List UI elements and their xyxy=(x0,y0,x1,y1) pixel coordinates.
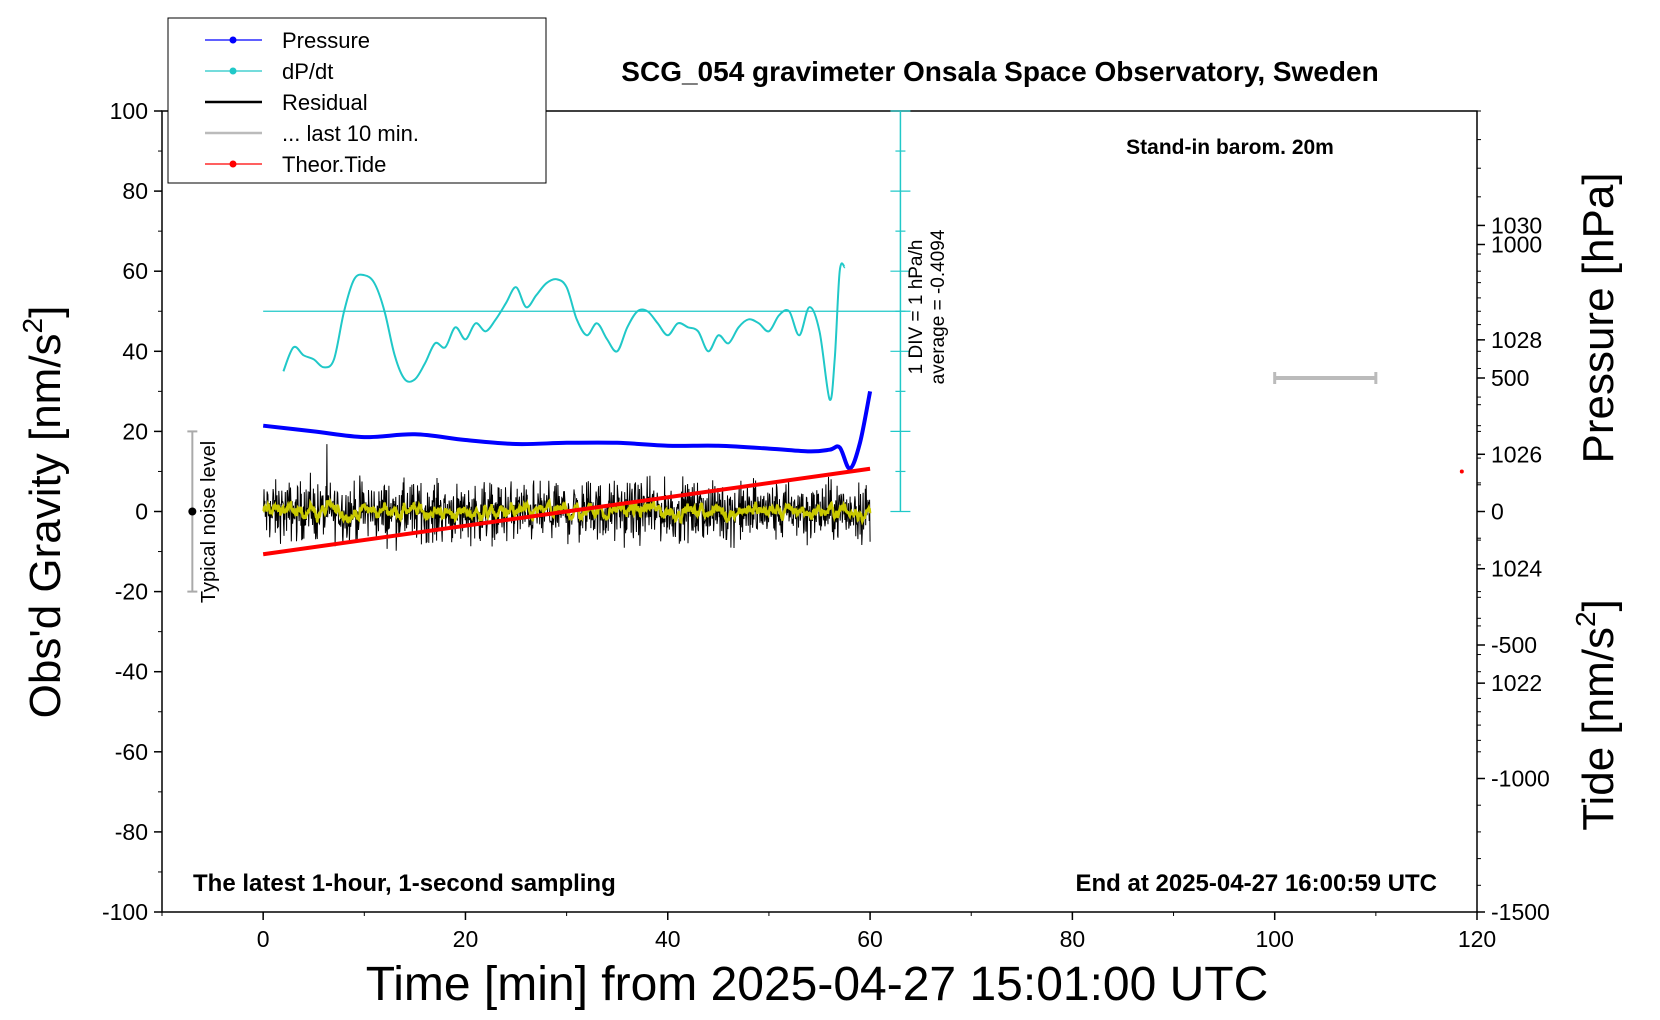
x-tick-label: 60 xyxy=(857,926,883,952)
tide-tick-label: 1000 xyxy=(1491,232,1542,258)
x-tick-label: 0 xyxy=(257,926,270,952)
legend-box xyxy=(167,17,547,184)
gravity-tick-label: -40 xyxy=(115,659,148,685)
barometer-label: Stand-in barom. 20m xyxy=(1126,136,1334,159)
y-axis-title-tide: Tide [nm/s2] xyxy=(1570,599,1623,831)
legend-marker xyxy=(229,36,237,44)
end-time-label: End at 2025-04-27 16:00:59 UTC xyxy=(1076,870,1438,897)
residual-smoothed-line xyxy=(262,496,872,526)
legend: Pressure dP/dt Residual ... last 10 min. The… xyxy=(167,17,547,184)
tide-extra-point xyxy=(1459,469,1464,474)
gravity-tick-label: -100 xyxy=(102,899,148,925)
chart-title: SCG_054 gravimeter Onsala Space Observat… xyxy=(621,56,1378,87)
pressure-tick-label: 1030 xyxy=(1491,212,1542,238)
tide-tick-label: 500 xyxy=(1491,365,1529,391)
pressure-tick-label: 1022 xyxy=(1491,670,1542,696)
gravity-tick-label: 20 xyxy=(122,418,148,444)
tide-tick-label: 0 xyxy=(1491,499,1504,525)
x-tick-label: 80 xyxy=(1060,926,1086,952)
average-label: average = -0.4094 xyxy=(928,229,949,384)
gravity-tick-label: -60 xyxy=(115,739,148,765)
tide-tick-label: -1500 xyxy=(1491,899,1550,925)
legend-label: ... last 10 min. xyxy=(282,121,419,146)
x-tick-label: 120 xyxy=(1458,926,1496,952)
gravity-tick-label: 80 xyxy=(122,178,148,204)
x-tick-label: 40 xyxy=(655,926,681,952)
x-tick-label: 100 xyxy=(1256,926,1294,952)
tide-tick-label: -1000 xyxy=(1491,766,1550,792)
legend-marker xyxy=(229,67,237,75)
x-axis-title: Time [min] from 2025-04-27 15:01:00 UTC xyxy=(366,958,1269,1011)
legend-label: dP/dt xyxy=(282,59,333,84)
legend-marker xyxy=(229,160,237,168)
gravity-tick-label: 100 xyxy=(110,98,148,124)
noise-level-bar xyxy=(187,430,198,593)
pressure-series-line xyxy=(262,391,873,471)
legend-label: Residual xyxy=(282,90,368,115)
noise-label: Typical noise level xyxy=(198,441,220,603)
residual-series-line xyxy=(262,444,871,551)
gravity-tick-label: -20 xyxy=(115,579,148,605)
gravity-tick-label: 60 xyxy=(122,258,148,284)
theoretical-tide-line xyxy=(262,466,871,557)
y-axis-title-gravity: Obs'd Gravity [nm/s2] xyxy=(17,306,70,719)
tide-tick-label: -500 xyxy=(1491,632,1537,658)
last-10-min-bar xyxy=(1273,372,1378,384)
pressure-tick-label: 1028 xyxy=(1491,327,1542,353)
sampling-label: The latest 1-hour, 1-second sampling xyxy=(193,870,616,897)
pressure-tick-label: 1024 xyxy=(1491,556,1542,582)
gravity-tick-label: -80 xyxy=(115,819,148,845)
dpdt-series-line xyxy=(282,262,846,401)
legend-label: Theor.Tide xyxy=(282,152,386,177)
x-tick-label: 20 xyxy=(453,926,479,952)
axis-ticks: 0 20 40 60 80 100 120 -100 -80 -60 -40 -20 0 20 40 60 80… xyxy=(102,98,1550,952)
gravity-tick-label: 0 xyxy=(135,499,148,525)
legend-label: Pressure xyxy=(282,28,370,53)
noise-bar-center xyxy=(188,507,197,516)
y-axis-title-pressure: Pressure [hPa] xyxy=(1574,172,1623,463)
gravity-tick-label: 40 xyxy=(122,338,148,364)
pressure-tick-label: 1026 xyxy=(1491,441,1542,467)
div-scale-label: 1 DIV = 1 hPa/h xyxy=(906,240,927,375)
